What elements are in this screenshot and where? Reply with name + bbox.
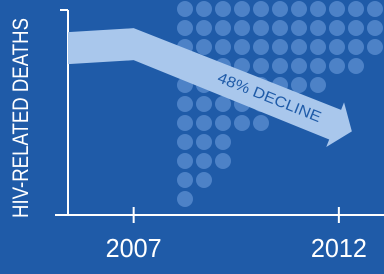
dot [367, 39, 383, 55]
dot [234, 1, 250, 17]
dot [291, 58, 307, 74]
x-tick-label: 2007 [106, 233, 162, 263]
dot [272, 20, 288, 36]
dot [177, 191, 193, 207]
dot [310, 58, 326, 74]
dot [348, 58, 364, 74]
dot [348, 1, 364, 17]
dot [367, 20, 383, 36]
dot [215, 115, 231, 131]
dot [291, 1, 307, 17]
dot [291, 20, 307, 36]
dot [234, 39, 250, 55]
dot [329, 1, 345, 17]
dot [177, 96, 193, 112]
dot [215, 134, 231, 150]
dot [291, 77, 307, 93]
dot [272, 39, 288, 55]
dot [291, 39, 307, 55]
x-tick-label: 2012 [311, 233, 367, 263]
dot [367, 1, 383, 17]
dot [272, 58, 288, 74]
dot [272, 1, 288, 17]
y-axis-label: HIV-RELATED DEATHS [8, 18, 33, 218]
dot [215, 20, 231, 36]
dot [310, 77, 326, 93]
dot [196, 115, 212, 131]
dot [215, 153, 231, 169]
dot [234, 20, 250, 36]
dot [177, 153, 193, 169]
dot [177, 172, 193, 188]
dot [253, 115, 269, 131]
dot [196, 134, 212, 150]
dot [234, 115, 250, 131]
dot [329, 20, 345, 36]
chart: 2007201248% DECLINE HIV-RELATED DEATHS [0, 0, 384, 274]
dot [177, 20, 193, 36]
dot [253, 20, 269, 36]
dot [177, 134, 193, 150]
dot [329, 39, 345, 55]
dot [177, 1, 193, 17]
dot [310, 39, 326, 55]
dot [310, 20, 326, 36]
dot [196, 172, 212, 188]
dot [196, 153, 212, 169]
dot [215, 39, 231, 55]
dot [253, 1, 269, 17]
dot [196, 39, 212, 55]
dot [348, 39, 364, 55]
dot [196, 1, 212, 17]
dot [196, 96, 212, 112]
dot [310, 1, 326, 17]
dot [253, 58, 269, 74]
dot [177, 115, 193, 131]
dot [215, 1, 231, 17]
dot [329, 58, 345, 74]
dot [253, 39, 269, 55]
dot [196, 20, 212, 36]
dot [348, 20, 364, 36]
